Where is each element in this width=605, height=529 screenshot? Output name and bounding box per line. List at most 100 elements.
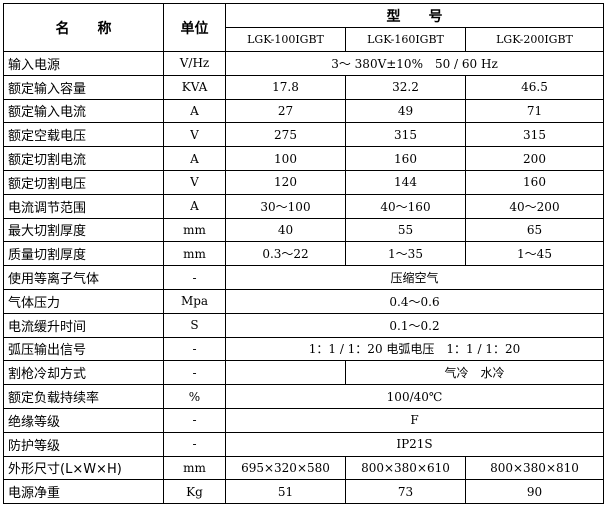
row-value: 695×320×580 — [225, 455, 346, 481]
row-name: 额定负载持续率 — [3, 384, 164, 409]
table-row: 额定输入容量 KVA 17.8 32.2 46.5 — [3, 74, 604, 100]
row-value: 压缩空气 — [225, 265, 604, 290]
row-name: 额定空载电压 — [3, 122, 164, 148]
row-name: 额定切割电压 — [3, 169, 164, 195]
row-value: 160 — [345, 146, 466, 171]
row-name: 质量切割厚度 — [3, 241, 164, 267]
table-row: 额定空载电压 V 275 315 315 — [3, 122, 604, 148]
row-value: IP21S — [225, 431, 604, 457]
row-value: 0.4～0.6 — [225, 288, 604, 314]
row-value: 46.5 — [465, 74, 604, 100]
row-name: 额定切割电流 — [3, 146, 164, 171]
row-name: 绝缘等级 — [3, 407, 164, 433]
table-row: 输入电源 V/Hz 3～ 380V±10% 50 / 60 Hz — [3, 51, 604, 76]
row-value: 1～35 — [345, 241, 466, 267]
table-row: 防护等级 - IP21S — [3, 431, 604, 457]
row-value: 71 — [465, 98, 604, 124]
row-unit: - — [163, 336, 226, 362]
row-unit: KVA — [163, 74, 226, 100]
header-models-row: LGK-100IGBT LGK-160IGBT LGK-200IGBT — [4, 27, 604, 52]
row-value: 40 — [225, 217, 346, 243]
row-value: 17.8 — [225, 74, 346, 100]
spec-table: 名 称 单位 型 号 LGK-100IGBT LGK-160IGBT LGK-2… — [3, 3, 604, 505]
row-value: 32.2 — [345, 74, 466, 100]
row-unit: V/Hz — [163, 51, 226, 76]
row-unit: S — [163, 312, 226, 338]
table-row: 质量切割厚度 mm 0.3～22 1～35 1～45 — [3, 241, 604, 267]
row-value: 0.3～22 — [225, 241, 346, 267]
row-value: 49 — [345, 98, 466, 124]
row-value: 275 — [225, 122, 346, 148]
row-value: 65 — [465, 217, 604, 243]
row-value: 144 — [345, 169, 466, 195]
table-row: 弧压输出信号 -1：1 / 1：20 电弧电压 1：1 / 1：20 — [3, 336, 604, 362]
row-value: 气冷 水冷 — [345, 360, 604, 386]
table-row: 电流调节范围 A 30～100 40～160 40～200 — [3, 193, 604, 219]
row-value: 30～100 — [225, 193, 346, 219]
row-name: 气体压力 — [3, 288, 164, 314]
row-unit: - — [163, 265, 226, 290]
row-name: 电流调节范围 — [3, 193, 164, 219]
row-value: 100/40℃ — [225, 384, 604, 409]
row-value: 73 — [345, 479, 466, 505]
row-unit: mm — [163, 455, 226, 481]
row-name: 输入电源 — [3, 51, 164, 76]
row-value: 90 — [465, 479, 604, 505]
row-name: 弧压输出信号 — [3, 336, 164, 362]
row-unit: mm — [163, 241, 226, 267]
row-value: 200 — [465, 146, 604, 171]
row-unit: mm — [163, 217, 226, 243]
row-value: 800×380×810 — [465, 455, 604, 481]
row-name: 使用等离子气体 — [3, 265, 164, 290]
row-value: 315 — [465, 122, 604, 148]
table-row: 使用等离子气体 - 压缩空气 — [3, 265, 604, 290]
table-row: 绝缘等级 - F — [3, 407, 604, 433]
model-3: LGK-200IGBT — [465, 27, 604, 52]
row-value: 27 — [225, 98, 346, 124]
row-name: 额定输入容量 — [3, 74, 164, 100]
row-value: 3～ 380V±10% 50 / 60 Hz — [225, 51, 604, 76]
row-value: 315 — [345, 122, 466, 148]
row-unit: V — [163, 169, 226, 195]
table-row: 电流缓升时间 S 0.1～0.2 — [3, 312, 604, 338]
table-row: 外形尺寸(L×W×H) mm 695×320×580 800×380×610 800×3… — [3, 455, 604, 481]
row-value: 40～200 — [465, 193, 604, 219]
row-name: 防护等级 — [3, 431, 164, 457]
header-row: 名 称 单位 型 号 — [3, 3, 604, 52]
row-value: 51 — [225, 479, 346, 505]
table-row: 电源净重 Kg 51 73 90 — [3, 479, 604, 505]
header-name: 名 称 — [3, 3, 164, 52]
row-unit: A — [163, 146, 226, 171]
row-unit: A — [163, 193, 226, 219]
model-2: LGK-160IGBT — [345, 27, 466, 52]
row-value: 800×380×610 — [345, 455, 466, 481]
row-name: 额定输入电流 — [3, 98, 164, 124]
row-value: 40～160 — [345, 193, 466, 219]
table-row: 额定负载持续率% 100/40℃ — [3, 384, 604, 409]
row-name: 电源净重 — [3, 479, 164, 505]
row-unit: Kg — [163, 479, 226, 505]
row-value: 100 — [225, 146, 346, 171]
table-row: 气体压力 Mpa 0.4～0.6 — [3, 288, 604, 314]
row-value — [225, 360, 346, 386]
row-unit: V — [163, 122, 226, 148]
row-name: 最大切割厚度 — [3, 217, 164, 243]
table-row: 割枪冷却方式 - 气冷 水冷 — [3, 360, 604, 386]
row-value: 1～45 — [465, 241, 604, 267]
row-value: 0.1～0.2 — [225, 312, 604, 338]
row-value: F — [225, 407, 604, 433]
table-row: 额定切割电压 V 120 144 160 — [3, 169, 604, 195]
row-unit: Mpa — [163, 288, 226, 314]
row-unit: - — [163, 407, 226, 433]
header-model: 型 号 — [225, 3, 604, 28]
table-row: 额定输入电流 A 27 49 71 — [3, 98, 604, 124]
row-unit: - — [163, 431, 226, 457]
row-name: 电流缓升时间 — [3, 312, 164, 338]
row-value: 160 — [465, 169, 604, 195]
row-unit: A — [163, 98, 226, 124]
row-value: 120 — [225, 169, 346, 195]
model-1: LGK-100IGBT — [225, 27, 346, 52]
table-row: 最大切割厚度 mm 40 55 65 — [3, 217, 604, 243]
header-unit: 单位 — [163, 3, 226, 52]
table-row: 额定切割电流 A 100 160 200 — [3, 146, 604, 171]
